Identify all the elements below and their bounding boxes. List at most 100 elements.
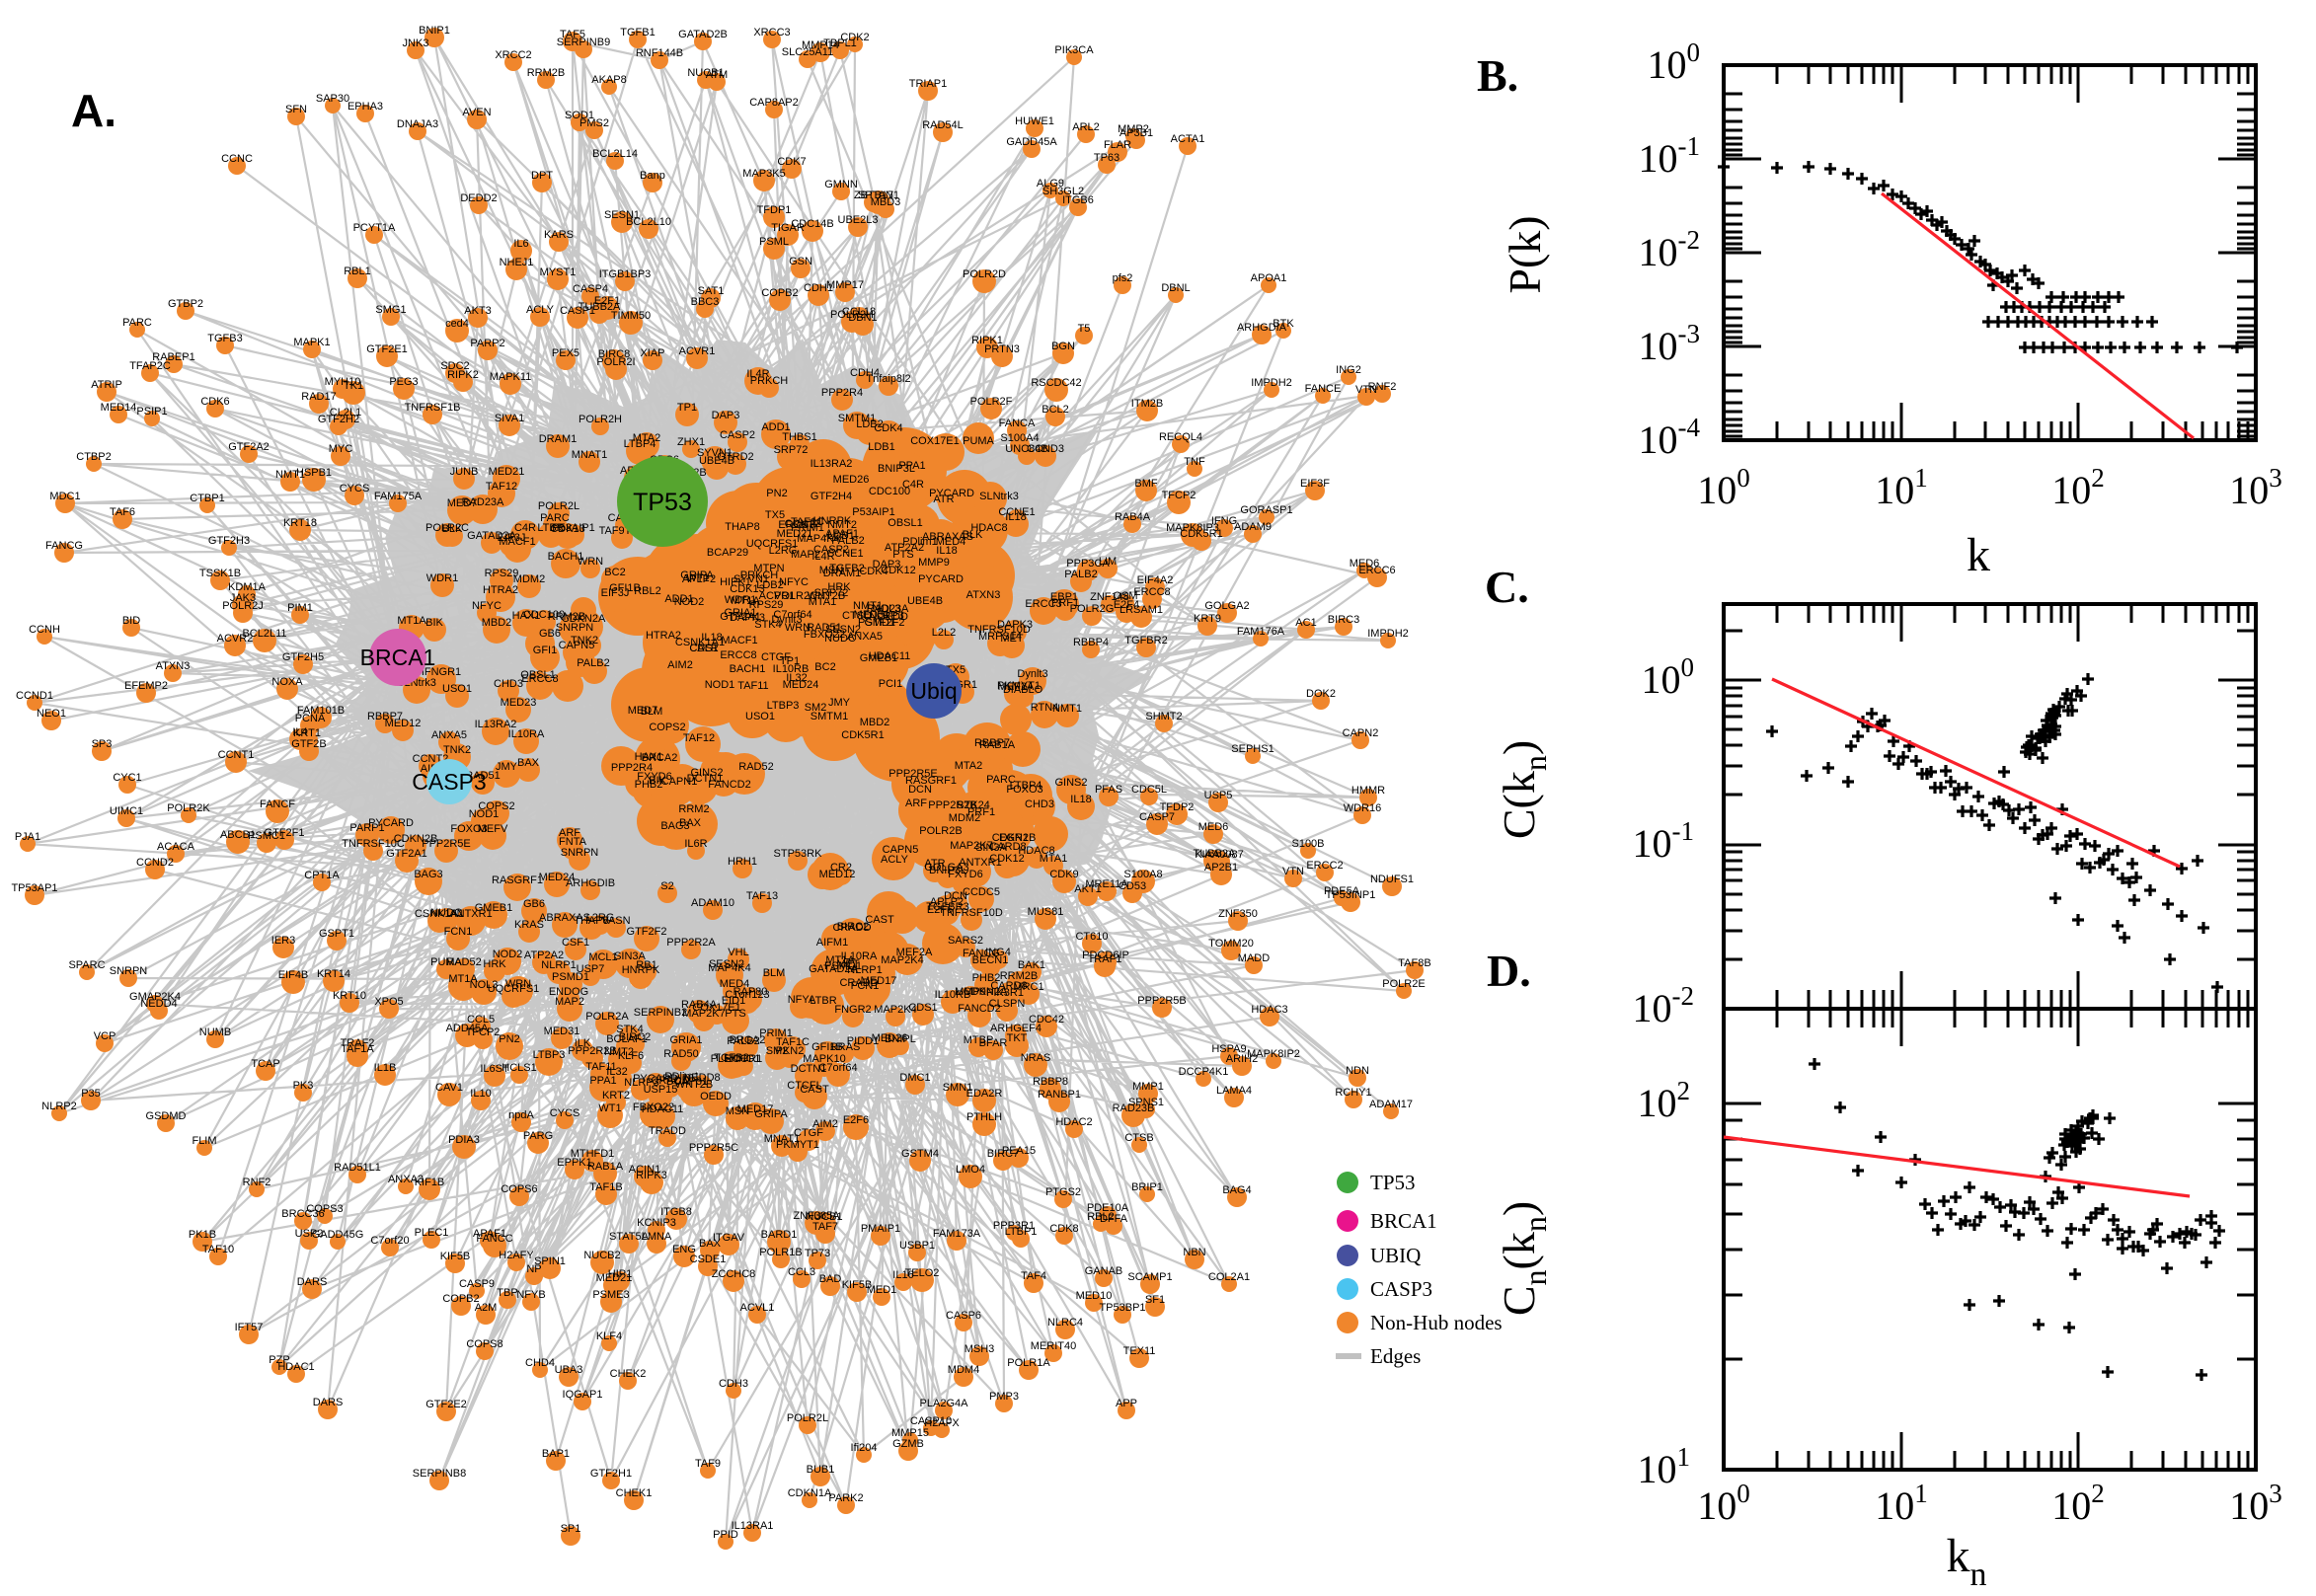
svg-text:HRK: HRK [827, 581, 851, 593]
svg-text:RB1: RB1 [636, 959, 656, 971]
svg-text:Ifi204: Ifi204 [851, 1442, 878, 1454]
svg-text:APLP2: APLP2 [930, 896, 964, 908]
svg-text:COPS6: COPS6 [501, 1183, 537, 1195]
svg-text:HTRA2: HTRA2 [646, 630, 681, 642]
svg-text:RTN4: RTN4 [1031, 702, 1059, 714]
svg-text:FNTA: FNTA [559, 836, 587, 848]
svg-text:LIM: LIM [1099, 556, 1117, 568]
svg-text:GB6: GB6 [523, 898, 545, 910]
svg-text:CSDE1: CSDE1 [690, 1254, 727, 1265]
svg-text:NOD2: NOD2 [674, 596, 705, 608]
svg-text:SNRPN: SNRPN [110, 965, 148, 977]
svg-text:RRM2: RRM2 [678, 803, 709, 815]
svg-text:BIK: BIK [425, 617, 443, 629]
svg-text:EFEMP2: EFEMP2 [124, 680, 168, 692]
svg-text:TAF4: TAF4 [1021, 1270, 1046, 1282]
svg-text:BAG3: BAG3 [414, 869, 442, 880]
svg-text:WRN: WRN [785, 622, 811, 634]
svg-text:NMT2: NMT2 [827, 519, 857, 531]
svg-text:EGR1: EGR1 [999, 832, 1029, 844]
svg-text:LDB2: LDB2 [856, 418, 884, 430]
svg-text:TAF12: TAF12 [683, 732, 715, 744]
svg-text:CCL18: CCL18 [842, 306, 876, 318]
svg-text:TRADD: TRADD [649, 1125, 686, 1137]
svg-text:HDAC8: HDAC8 [1018, 845, 1054, 857]
svg-text:GTF2F1: GTF2F1 [265, 827, 305, 839]
svg-text:BLM: BLM [641, 706, 663, 718]
svg-text:GMEB1: GMEB1 [475, 902, 513, 914]
svg-text:ACIN1: ACIN1 [629, 1164, 660, 1176]
svg-text:BIRC2: BIRC2 [619, 1031, 651, 1043]
svg-text:GFI1: GFI1 [533, 645, 557, 656]
svg-text:RAB4A: RAB4A [1115, 511, 1151, 523]
svg-text:100: 100 [1648, 38, 1701, 87]
svg-text:FANCG: FANCG [963, 948, 1000, 959]
svg-text:POLR2D: POLR2D [963, 268, 1006, 280]
svg-text:POLR2H: POLR2H [579, 414, 622, 425]
svg-text:MED4: MED4 [720, 978, 750, 990]
svg-text:CTSB: CTSB [1124, 1132, 1153, 1144]
svg-text:CAST: CAST [865, 914, 894, 926]
svg-text:PRIM1: PRIM1 [791, 522, 824, 534]
svg-text:POLR2A: POLR2A [585, 1011, 629, 1023]
svg-text:KDM1A: KDM1A [228, 581, 267, 593]
svg-text:ACVR1: ACVR1 [679, 345, 716, 357]
svg-text:SESN2: SESN2 [709, 958, 744, 970]
svg-text:SM2: SM2 [805, 702, 827, 714]
svg-text:XRCC2: XRCC2 [495, 49, 531, 61]
svg-text:DCN: DCN [908, 784, 932, 796]
svg-text:MEF2A: MEF2A [998, 681, 1035, 693]
svg-text:CDS1: CDS1 [689, 643, 718, 654]
svg-text:MRC1: MRC1 [1013, 981, 1043, 993]
svg-text:KIF5B: KIF5B [842, 1279, 873, 1291]
svg-text:TP53: TP53 [1370, 1171, 1416, 1194]
svg-text:PDE10A: PDE10A [1087, 1202, 1129, 1214]
svg-text:IFT57: IFT57 [235, 1322, 264, 1333]
svg-text:C7orf64: C7orf64 [818, 1062, 857, 1074]
svg-text:MSN: MSN [726, 1105, 750, 1117]
svg-text:CASP3: CASP3 [1370, 1277, 1432, 1301]
svg-text:PSMD1: PSMD1 [824, 960, 862, 972]
svg-text:BBC3: BBC3 [691, 296, 720, 308]
svg-text:SPIN1: SPIN1 [534, 1255, 566, 1267]
svg-text:ERCC6: ERCC6 [1358, 565, 1395, 576]
svg-text:PK1B: PK1B [189, 1229, 216, 1241]
svg-text:TAF10: TAF10 [202, 1244, 234, 1255]
svg-text:SRP72: SRP72 [814, 587, 849, 599]
svg-text:DEDD2: DEDD2 [460, 192, 497, 204]
svg-text:PPP2R4: PPP2R4 [611, 762, 653, 774]
svg-text:TAF12: TAF12 [486, 481, 517, 493]
svg-text:SMTM1: SMTM1 [811, 711, 849, 722]
svg-text:NHEJ1: NHEJ1 [500, 257, 534, 268]
svg-text:RASGRF1: RASGRF1 [492, 874, 543, 886]
svg-text:PMS2: PMS2 [579, 117, 609, 129]
svg-text:CDK5R1: CDK5R1 [841, 729, 884, 741]
svg-text:C7orf64: C7orf64 [773, 609, 811, 621]
svg-text:RAD51: RAD51 [465, 770, 500, 782]
svg-text:CTSD: CTSD [842, 610, 872, 622]
svg-text:GTF2E2: GTF2E2 [425, 1399, 467, 1410]
svg-text:AVEN: AVEN [462, 107, 491, 118]
svg-text:SPNS1: SPNS1 [1128, 1097, 1164, 1108]
svg-text:k: k [1967, 529, 1990, 581]
svg-text:BACH1: BACH1 [730, 663, 766, 675]
svg-text:CDS1: CDS1 [908, 1002, 937, 1014]
svg-text:FANCD2: FANCD2 [958, 1003, 1000, 1015]
svg-text:BLK: BLK [963, 529, 983, 541]
svg-text:MBD2: MBD2 [860, 717, 890, 728]
svg-text:BC2: BC2 [604, 567, 625, 578]
svg-text:TAF11: TAF11 [585, 1061, 616, 1073]
svg-text:ADD1: ADD1 [761, 421, 790, 433]
svg-text:S100B: S100B [1291, 838, 1324, 850]
svg-text:HAX1: HAX1 [512, 610, 541, 622]
svg-text:HNRPK: HNRPK [622, 964, 660, 976]
svg-text:GFI1B: GFI1B [609, 582, 641, 594]
svg-text:MDM2: MDM2 [513, 573, 545, 585]
svg-text:RNF2: RNF2 [1368, 381, 1397, 393]
svg-text:CCNC: CCNC [221, 153, 253, 165]
svg-text:Non-Hub nodes: Non-Hub nodes [1370, 1311, 1503, 1334]
svg-text:MSH3: MSH3 [965, 1343, 995, 1355]
svg-text:CDKN2B: CDKN2B [394, 833, 438, 845]
svg-text:CSNK1A1: CSNK1A1 [415, 908, 464, 920]
svg-text:LMNA: LMNA [642, 1231, 672, 1243]
